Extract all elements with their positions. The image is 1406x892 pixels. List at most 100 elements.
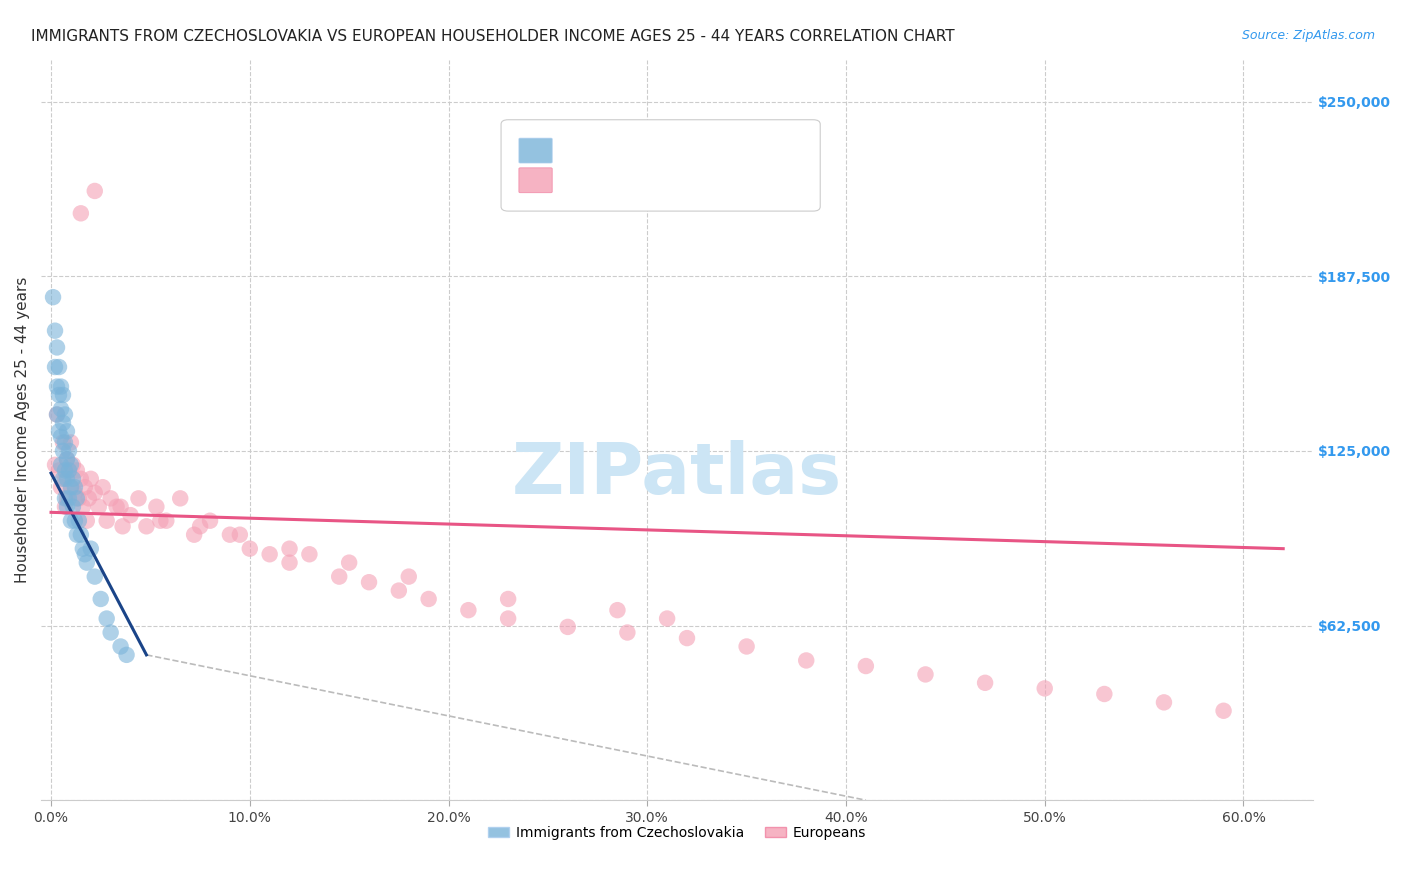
Point xyxy=(80,472,103,486)
Point xyxy=(328,569,350,583)
Point xyxy=(56,452,79,467)
Point xyxy=(169,491,191,506)
Point xyxy=(48,425,70,439)
Point xyxy=(337,556,360,570)
Point xyxy=(48,463,70,477)
Point xyxy=(76,556,98,570)
Point xyxy=(66,491,89,506)
Point xyxy=(58,443,80,458)
Point xyxy=(46,408,69,422)
Point xyxy=(76,514,98,528)
Point xyxy=(63,514,86,528)
Point xyxy=(44,359,66,374)
Point xyxy=(735,640,758,654)
Point xyxy=(357,575,380,590)
Point xyxy=(72,541,94,556)
Text: Source: ZipAtlas.com: Source: ZipAtlas.com xyxy=(1241,29,1375,42)
Point xyxy=(398,569,420,583)
Point xyxy=(616,625,638,640)
Point xyxy=(100,625,122,640)
Point xyxy=(457,603,479,617)
Point xyxy=(70,527,93,541)
Point xyxy=(676,631,699,645)
Text: -0.128: -0.128 xyxy=(593,173,644,187)
Point xyxy=(62,500,84,514)
Point xyxy=(914,667,936,681)
Legend: Immigrants from Czechoslovakia, Europeans: Immigrants from Czechoslovakia, European… xyxy=(482,820,872,845)
Point xyxy=(80,541,103,556)
Point xyxy=(72,500,94,514)
Point xyxy=(59,458,82,472)
Text: N =: N = xyxy=(651,144,690,158)
Point xyxy=(96,514,118,528)
Point xyxy=(91,480,114,494)
Point xyxy=(87,500,110,514)
Point xyxy=(63,480,86,494)
Point xyxy=(59,480,82,494)
Point xyxy=(49,379,72,393)
Point xyxy=(59,514,82,528)
Point xyxy=(52,435,75,450)
Point xyxy=(259,547,281,561)
Point xyxy=(44,458,66,472)
Point xyxy=(120,508,142,523)
Point xyxy=(58,491,80,506)
Text: 72: 72 xyxy=(682,173,702,187)
Point xyxy=(298,547,321,561)
Point xyxy=(73,547,96,561)
Point xyxy=(219,527,242,541)
Point xyxy=(557,620,579,634)
Point xyxy=(1153,695,1175,709)
Point xyxy=(49,430,72,444)
Y-axis label: Householder Income Ages 25 - 44 years: Householder Income Ages 25 - 44 years xyxy=(15,277,30,583)
Point xyxy=(46,408,69,422)
Point xyxy=(794,653,817,667)
Point xyxy=(44,324,66,338)
Point xyxy=(59,480,82,494)
Text: ZIPatlas: ZIPatlas xyxy=(512,440,842,508)
Point xyxy=(183,527,205,541)
Point xyxy=(606,603,628,617)
Point xyxy=(66,527,89,541)
Point xyxy=(1212,704,1234,718)
Point xyxy=(70,206,93,220)
Text: R =: R = xyxy=(560,144,591,158)
Point xyxy=(53,500,76,514)
Text: R =: R = xyxy=(560,173,591,187)
Point xyxy=(53,435,76,450)
Point xyxy=(974,675,997,690)
Point xyxy=(855,659,877,673)
Point xyxy=(188,519,211,533)
Point xyxy=(278,541,301,556)
Point xyxy=(198,514,221,528)
Point xyxy=(53,472,76,486)
Point xyxy=(115,648,138,662)
Point xyxy=(100,491,122,506)
Point xyxy=(77,491,100,506)
Point xyxy=(83,569,105,583)
Point xyxy=(53,491,76,506)
Point xyxy=(1092,687,1115,701)
Point xyxy=(66,463,89,477)
Point xyxy=(46,341,69,355)
Point xyxy=(83,485,105,500)
Point xyxy=(278,556,301,570)
Point xyxy=(229,527,252,541)
Point xyxy=(96,611,118,625)
Point xyxy=(90,591,112,606)
Point xyxy=(49,480,72,494)
Point xyxy=(49,458,72,472)
Text: IMMIGRANTS FROM CZECHOSLOVAKIA VS EUROPEAN HOUSEHOLDER INCOME AGES 25 - 44 YEARS: IMMIGRANTS FROM CZECHOSLOVAKIA VS EUROPE… xyxy=(31,29,955,44)
Point xyxy=(70,472,93,486)
Point xyxy=(53,463,76,477)
Point xyxy=(110,500,132,514)
Point xyxy=(145,500,167,514)
Point xyxy=(56,425,79,439)
Point xyxy=(58,463,80,477)
Point xyxy=(52,472,75,486)
Point xyxy=(155,514,177,528)
Point xyxy=(56,500,79,514)
Text: 49: 49 xyxy=(682,144,702,158)
Point xyxy=(52,388,75,402)
Point xyxy=(105,500,128,514)
